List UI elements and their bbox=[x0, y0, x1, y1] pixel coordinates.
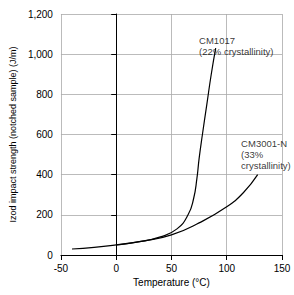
svg-text:200: 200 bbox=[36, 209, 53, 220]
svg-text:100: 100 bbox=[218, 263, 235, 274]
svg-text:1,000: 1,000 bbox=[28, 49, 53, 60]
svg-text:600: 600 bbox=[36, 129, 53, 140]
svg-text:150: 150 bbox=[274, 263, 291, 274]
svg-text:(33%: (33% bbox=[241, 149, 264, 160]
svg-text:crystallinity): crystallinity) bbox=[241, 160, 291, 171]
svg-text:0: 0 bbox=[113, 263, 119, 274]
svg-text:1,200: 1,200 bbox=[28, 9, 53, 20]
svg-text:CM3001-N: CM3001-N bbox=[241, 138, 287, 149]
svg-text:50: 50 bbox=[166, 263, 178, 274]
svg-text:(22% crystallinity): (22% crystallinity) bbox=[199, 46, 273, 57]
svg-text:400: 400 bbox=[36, 169, 53, 180]
svg-text:CM1017: CM1017 bbox=[199, 35, 235, 46]
svg-text:800: 800 bbox=[36, 89, 53, 100]
svg-text:Temperature (°C): Temperature (°C) bbox=[133, 277, 210, 288]
svg-text:Izod impact strength (notched: Izod impact strength (notched sample) (J… bbox=[8, 46, 18, 222]
svg-text:0: 0 bbox=[47, 250, 53, 261]
svg-text:-50: -50 bbox=[54, 263, 69, 274]
